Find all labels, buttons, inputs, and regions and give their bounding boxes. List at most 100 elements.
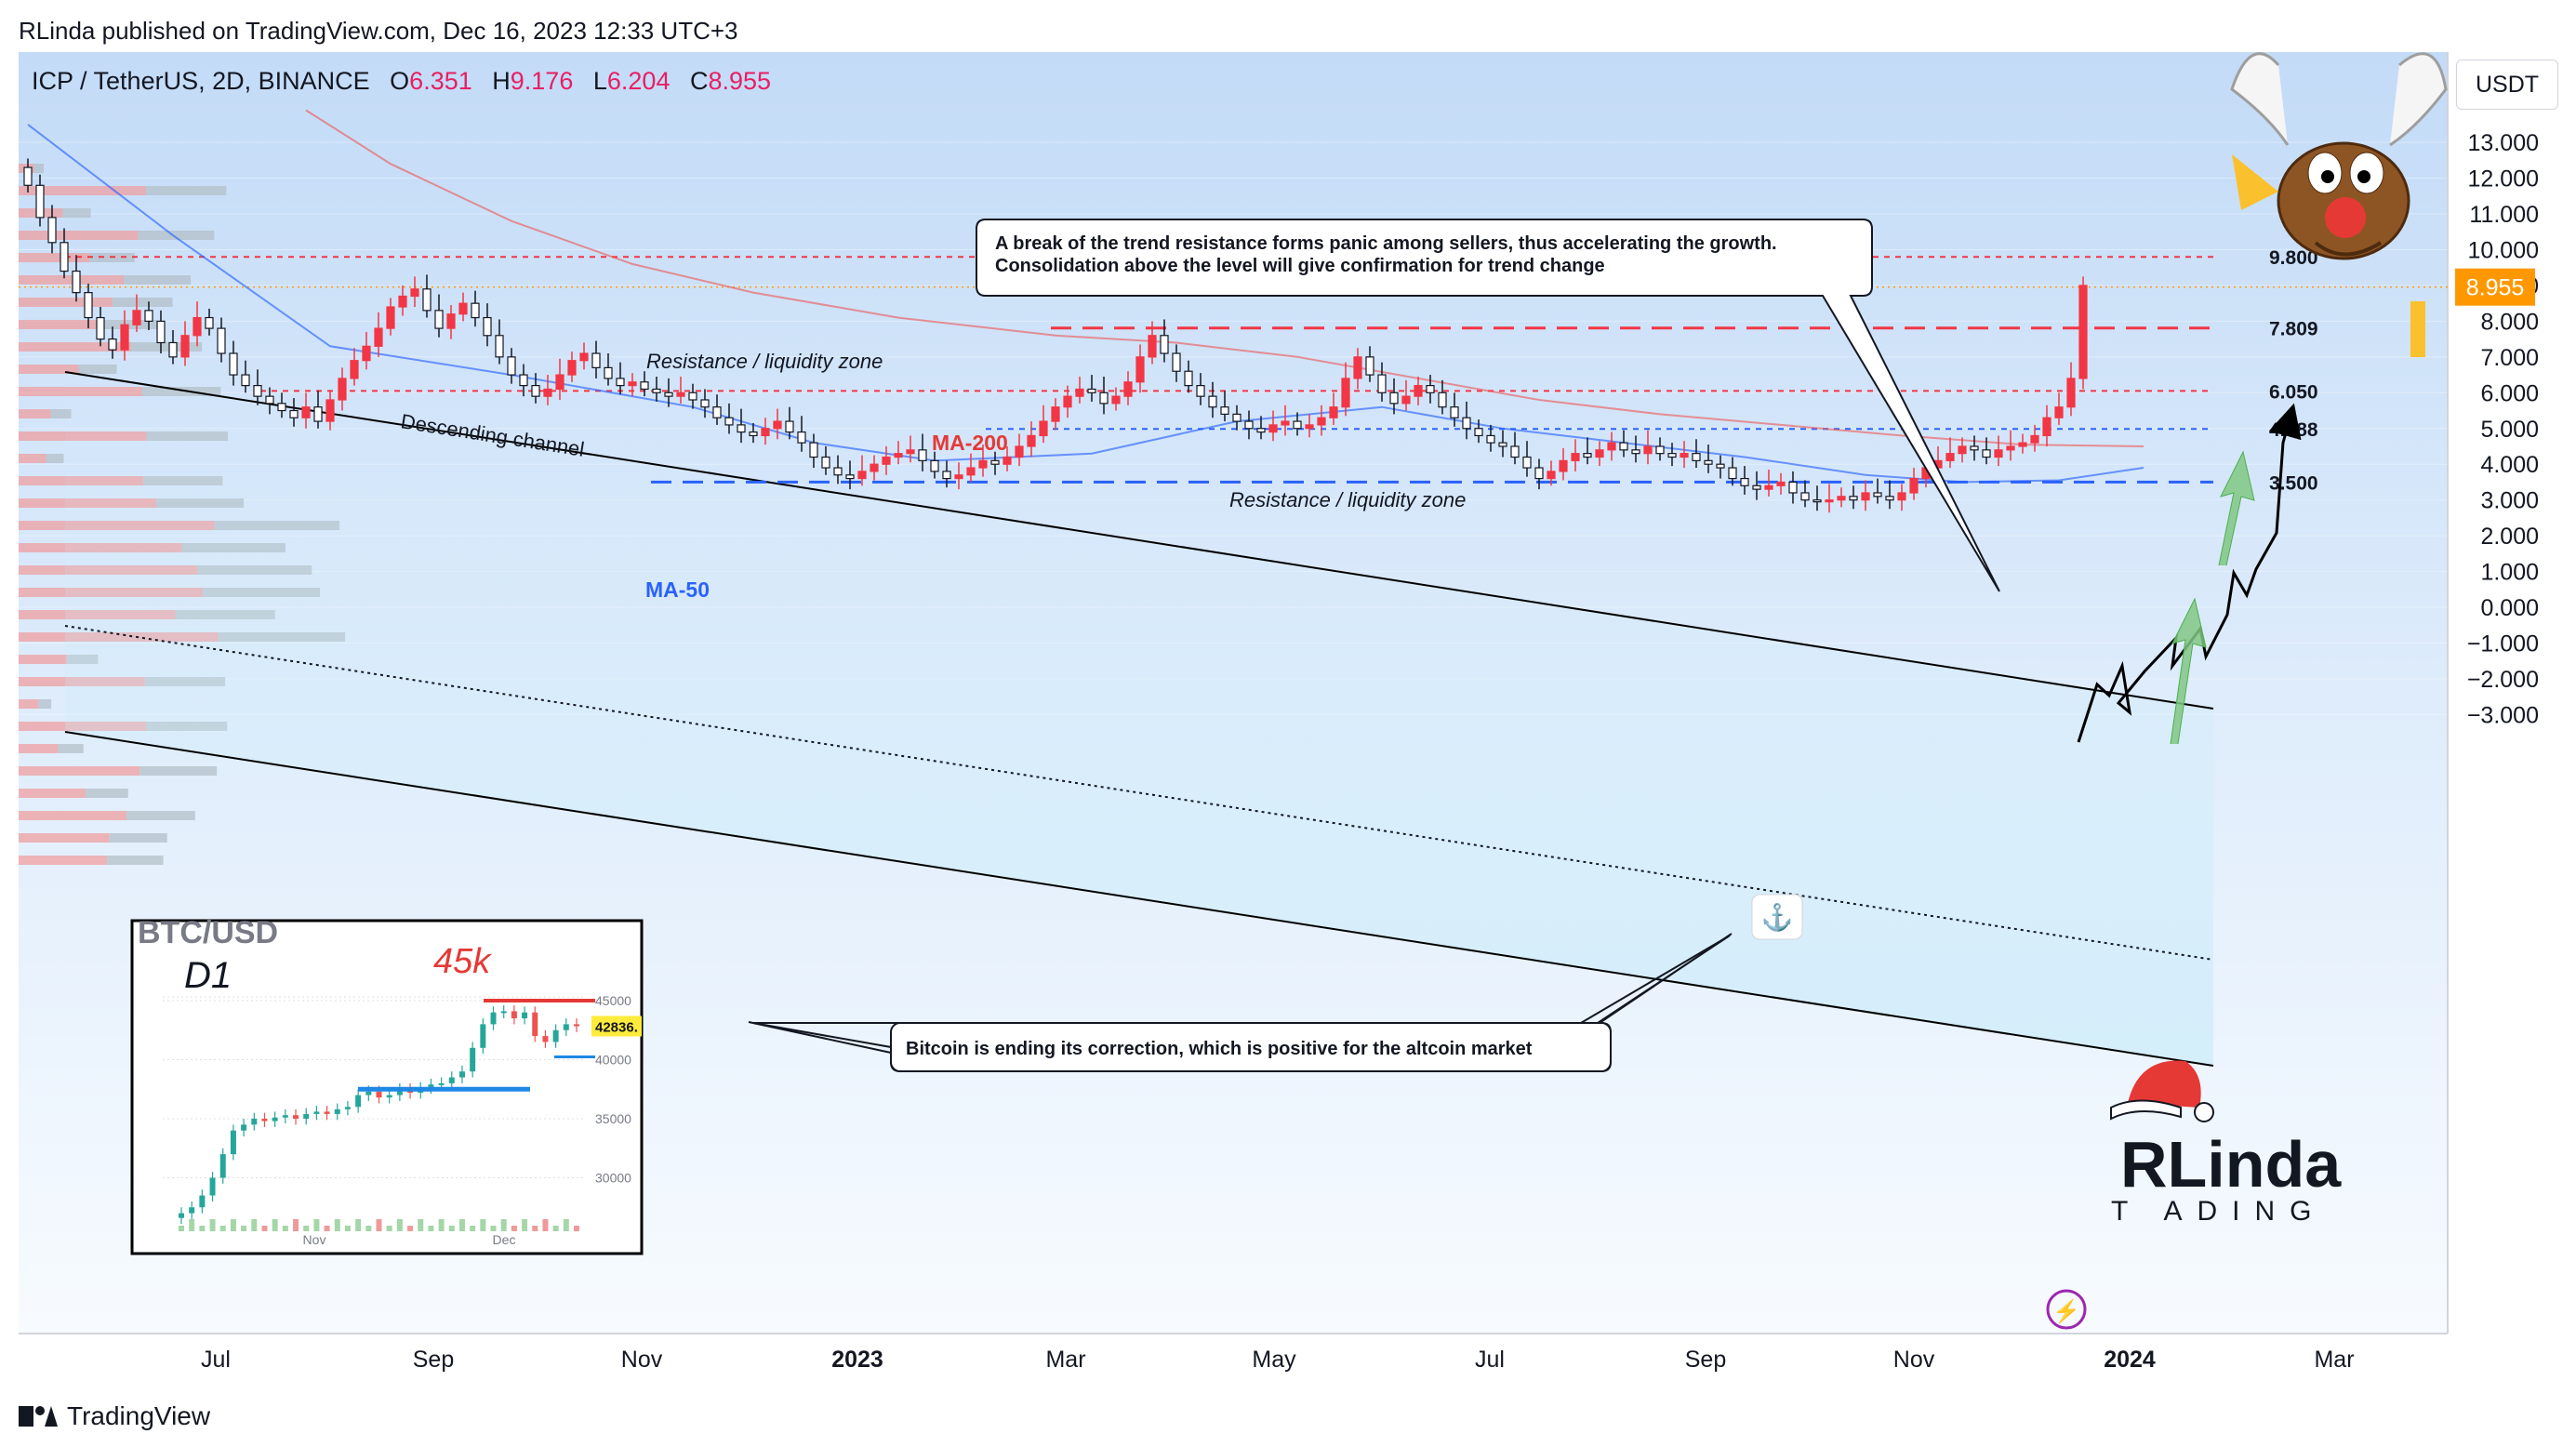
- candle-body: [253, 385, 262, 397]
- x-tick-label: Jul: [201, 1347, 231, 1373]
- candle-body: [652, 388, 661, 393]
- svg-text:RLinda: RLinda: [2120, 1128, 2342, 1201]
- volume-profile-bar: [50, 409, 72, 418]
- volume-profile-bar: [19, 231, 139, 240]
- candle-body: [918, 449, 927, 461]
- candle-body: [2006, 445, 2015, 451]
- candle-body: [894, 453, 903, 458]
- candle-body: [1958, 445, 1967, 455]
- volume-profile-bar: [19, 699, 39, 709]
- candle-body: [1522, 456, 1532, 469]
- volume-profile-bar: [107, 856, 164, 865]
- candle-body: [906, 449, 915, 455]
- inset-candle-body: [438, 1082, 445, 1085]
- currency-button[interactable]: USDT: [2456, 60, 2558, 110]
- btc-inset-chart[interactable]: 45000 40000 35000 30000 Nov Dec 42836. BTC/USD D…: [130, 915, 644, 1255]
- x-tick-label: Nov: [621, 1347, 663, 1373]
- candle-body: [1764, 485, 1773, 490]
- ma-200-line: [305, 109, 2144, 447]
- y-tick-label: 8.000: [2480, 309, 2539, 335]
- symbol-legend[interactable]: ICP / TetherUS, 2D, BINANCE O6.351 H9.17…: [32, 67, 771, 96]
- inset-volume-bar: [522, 1219, 528, 1231]
- candle-body: [737, 424, 746, 433]
- lightning-icon[interactable]: ⚡: [2046, 1289, 2087, 1330]
- inset-volume-bar: [344, 1226, 351, 1231]
- candle-body: [1160, 335, 1169, 354]
- close-label: C: [689, 67, 709, 95]
- candle-body: [1812, 499, 1822, 503]
- inset-volume-bar: [251, 1219, 258, 1231]
- tradingview-brand[interactable]: TradingView: [19, 1401, 210, 1431]
- inset-candle-body: [552, 1029, 559, 1042]
- inset-candle-body: [303, 1113, 310, 1119]
- candle-body: [1256, 428, 1266, 433]
- volume-profile-bar: [103, 320, 158, 329]
- inset-volume-bar: [428, 1226, 434, 1231]
- candle-body: [1631, 449, 1640, 455]
- inset-candle-body: [480, 1024, 486, 1048]
- inset-volume-bar: [511, 1226, 517, 1231]
- y-tick-label: 1.000: [2480, 560, 2539, 586]
- candle-body: [1607, 442, 1616, 451]
- candle-body: [362, 345, 371, 362]
- callout-bitcoin[interactable]: Bitcoin is ending its correction, which …: [748, 933, 1733, 1072]
- x-tick-label: Mar: [1045, 1347, 1085, 1373]
- volume-profile-bar: [19, 811, 127, 820]
- inset-volume-bar: [334, 1219, 340, 1231]
- inset-annotation: 45k: [433, 942, 492, 981]
- inset-volume-bar: [458, 1219, 465, 1231]
- volume-profile-bar: [38, 699, 52, 709]
- callout-2-text: Bitcoin is ending its correction, which …: [906, 1039, 1533, 1059]
- inset-x-tick: Nov: [303, 1232, 326, 1247]
- volume-profile-bar: [145, 186, 227, 195]
- candle-body: [1885, 496, 1894, 501]
- candle-body: [1450, 406, 1459, 418]
- candle-body: [591, 352, 601, 368]
- inset-volume-bar: [230, 1219, 236, 1231]
- inset-candle-body: [230, 1130, 236, 1155]
- volume-profile-bar: [33, 164, 44, 173]
- y-tick-label: 13.000: [2468, 130, 2539, 156]
- candle-body: [1281, 420, 1290, 426]
- inset-candle-body: [344, 1107, 351, 1109]
- candle-body: [1788, 481, 1798, 494]
- inset-candle-body: [490, 1012, 497, 1025]
- resistance-zone-label-mid: Resistance / liquidity zone: [1229, 488, 1466, 511]
- inset-candle-body: [261, 1119, 268, 1122]
- inset-candle-body: [563, 1024, 569, 1030]
- inset-y-tick: 30000: [595, 1171, 631, 1186]
- candle-body: [604, 366, 613, 379]
- price-chart[interactable]: 13.00012.00011.00010.0009.0008.0007.0006…: [0, 52, 2576, 1386]
- callout-trend-break[interactable]: A break of the trend resistance forms pa…: [976, 219, 2000, 592]
- inset-volume-bar: [552, 1226, 559, 1231]
- volume-profile-bar: [19, 856, 108, 865]
- inset-candle-body: [500, 1011, 507, 1014]
- candle-body: [870, 463, 879, 472]
- channel-lower-line: [64, 731, 2214, 1067]
- volume-profile-bar: [19, 655, 68, 664]
- inset-volume-bar: [470, 1226, 476, 1231]
- y-tick-label: 3.000: [2480, 488, 2539, 514]
- candle-body: [579, 352, 589, 362]
- volume-profile-bar: [19, 766, 140, 776]
- ma-50-label: MA-50: [645, 577, 710, 602]
- volume-profile-bar: [19, 275, 125, 285]
- inset-candle-body: [272, 1117, 278, 1122]
- inset-candle-body: [396, 1089, 403, 1095]
- candle-body: [241, 374, 250, 387]
- candle-body: [1063, 395, 1072, 408]
- candle-body: [2066, 378, 2076, 408]
- candle-body: [2018, 442, 2027, 447]
- candle-body: [2042, 417, 2052, 437]
- candle-body: [942, 471, 951, 480]
- x-tick-label: Mar: [2314, 1347, 2354, 1373]
- candle-body: [168, 341, 178, 358]
- anchor-icon[interactable]: ⚓: [1751, 894, 1803, 940]
- candle-body: [1510, 445, 1520, 458]
- candle-body: [785, 420, 794, 433]
- inset-volume-bar: [448, 1226, 455, 1231]
- y-tick-label: 0.000: [2480, 595, 2539, 621]
- candle-body: [313, 406, 323, 422]
- inset-candle-body: [365, 1091, 372, 1095]
- inset-volume-bar: [490, 1226, 497, 1231]
